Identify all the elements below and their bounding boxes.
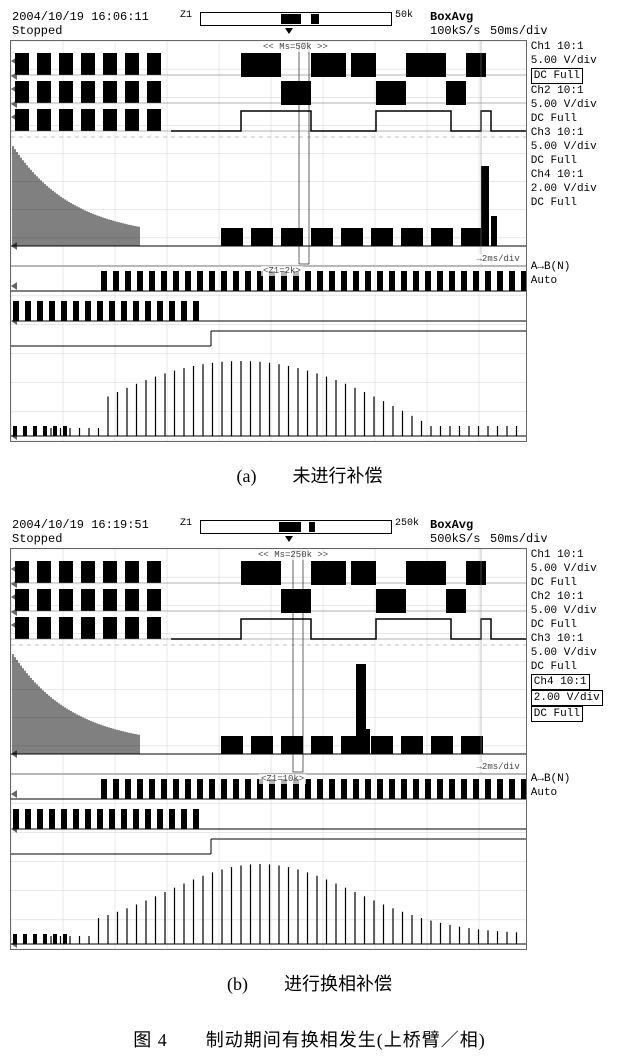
sample-rate: 100kS/s (430, 24, 480, 38)
ch3-probe: Ch3 10:1 (531, 632, 605, 646)
channel-info-a: Ch1 10:1 5.00 V/div DC Full Ch2 10:1 5.0… (527, 40, 605, 442)
waveform-svg-a (11, 41, 527, 441)
scope-body-b: << Ms=250k >> →2ms/div <Z1=10k> Ch1 10:1… (10, 548, 605, 950)
auto-label: Auto (531, 786, 605, 800)
waveform-area-b: << Ms=250k >> →2ms/div <Z1=10k> (10, 548, 527, 950)
cursor-icon (285, 28, 293, 34)
timestamp: 2004/10/19 16:06:11 (12, 10, 149, 24)
zoom-time: →2ms/div (475, 762, 522, 772)
ch4-coupling: DC Full (531, 706, 583, 722)
waveform-area-a: << Ms=50k >> →2ms/div <Z1=2k> (10, 40, 527, 442)
z1-label: Z1 (180, 518, 192, 529)
ch1-vdiv: 5.00 V/div (531, 562, 605, 576)
channel-info-b: Ch1 10:1 5.00 V/div DC Full Ch2 10:1 5.0… (527, 548, 605, 950)
ch2-vdiv: 5.00 V/div (531, 604, 605, 618)
ch2-probe: Ch2 10:1 (531, 590, 605, 604)
ch3-vdiv: 5.00 V/div (531, 140, 605, 154)
caption-a: (a) 未进行补偿 (10, 462, 609, 488)
memory-bar (200, 12, 392, 26)
zoom-time: →2ms/div (475, 254, 522, 264)
ch3-probe: Ch3 10:1 (531, 126, 605, 140)
figure-caption: 图 4 制动期间有换相发生(上桥臂／相) (10, 1026, 609, 1052)
ch1-coupling: DC Full (531, 68, 583, 84)
caption-b: (b) 进行换相补偿 (10, 970, 609, 996)
oscilloscope-panel-b: 2004/10/19 16:19:51 Stopped Z1 250k BoxA… (10, 518, 605, 950)
ch1-coupling: DC Full (531, 576, 605, 590)
ch1-probe: Ch1 10:1 (531, 40, 605, 54)
ch3-coupling: DC Full (531, 154, 605, 168)
ch2-vdiv: 5.00 V/div (531, 98, 605, 112)
mem-depth: 50k (395, 10, 413, 21)
zoom-mid: <Z1=10k> (259, 774, 306, 784)
timestamp: 2004/10/19 16:19:51 (12, 518, 149, 532)
ch3-coupling: DC Full (531, 660, 605, 674)
boxavg: BoxAvg (430, 518, 473, 532)
auto-label: Auto (531, 274, 605, 288)
time-div: 50ms/div (490, 24, 548, 38)
zoom-label-top: << Ms=50k >> (261, 42, 330, 52)
scope-header-a: 2004/10/19 16:06:11 Stopped Z1 50k BoxAv… (10, 10, 605, 40)
memory-bar (200, 520, 392, 534)
ch4-probe: Ch4 10:1 (531, 168, 605, 182)
ab-mode: A→B(N) (531, 772, 605, 786)
ch4-coupling: DC Full (531, 196, 605, 210)
ab-mode: A→B(N) (531, 260, 605, 274)
ch2-probe: Ch2 10:1 (531, 84, 605, 98)
waveform-svg-b (11, 549, 527, 949)
sample-rate: 500kS/s (430, 532, 480, 546)
ch2-coupling: DC Full (531, 618, 605, 632)
status: Stopped (12, 532, 62, 546)
status: Stopped (12, 24, 62, 38)
z1-label: Z1 (180, 10, 192, 21)
zoom-label-top: << Ms=250k >> (256, 550, 330, 560)
cursor-icon (285, 536, 293, 542)
scope-header-b: 2004/10/19 16:19:51 Stopped Z1 250k BoxA… (10, 518, 605, 548)
mem-depth: 250k (395, 518, 419, 529)
ch4-vdiv: 2.00 V/div (531, 182, 605, 196)
time-div: 50ms/div (490, 532, 548, 546)
ch4-vdiv: 2.00 V/div (531, 690, 603, 706)
ch2-coupling: DC Full (531, 112, 605, 126)
scope-body-a: << Ms=50k >> →2ms/div <Z1=2k> Ch1 10:1 5… (10, 40, 605, 442)
ch1-vdiv: 5.00 V/div (531, 54, 605, 68)
boxavg: BoxAvg (430, 10, 473, 24)
oscilloscope-panel-a: 2004/10/19 16:06:11 Stopped Z1 50k BoxAv… (10, 10, 605, 442)
zoom-mid: <Z1=2k> (261, 266, 303, 276)
ch3-vdiv: 5.00 V/div (531, 646, 605, 660)
ch1-probe: Ch1 10:1 (531, 548, 605, 562)
ch4-probe: Ch4 10:1 (531, 674, 590, 690)
